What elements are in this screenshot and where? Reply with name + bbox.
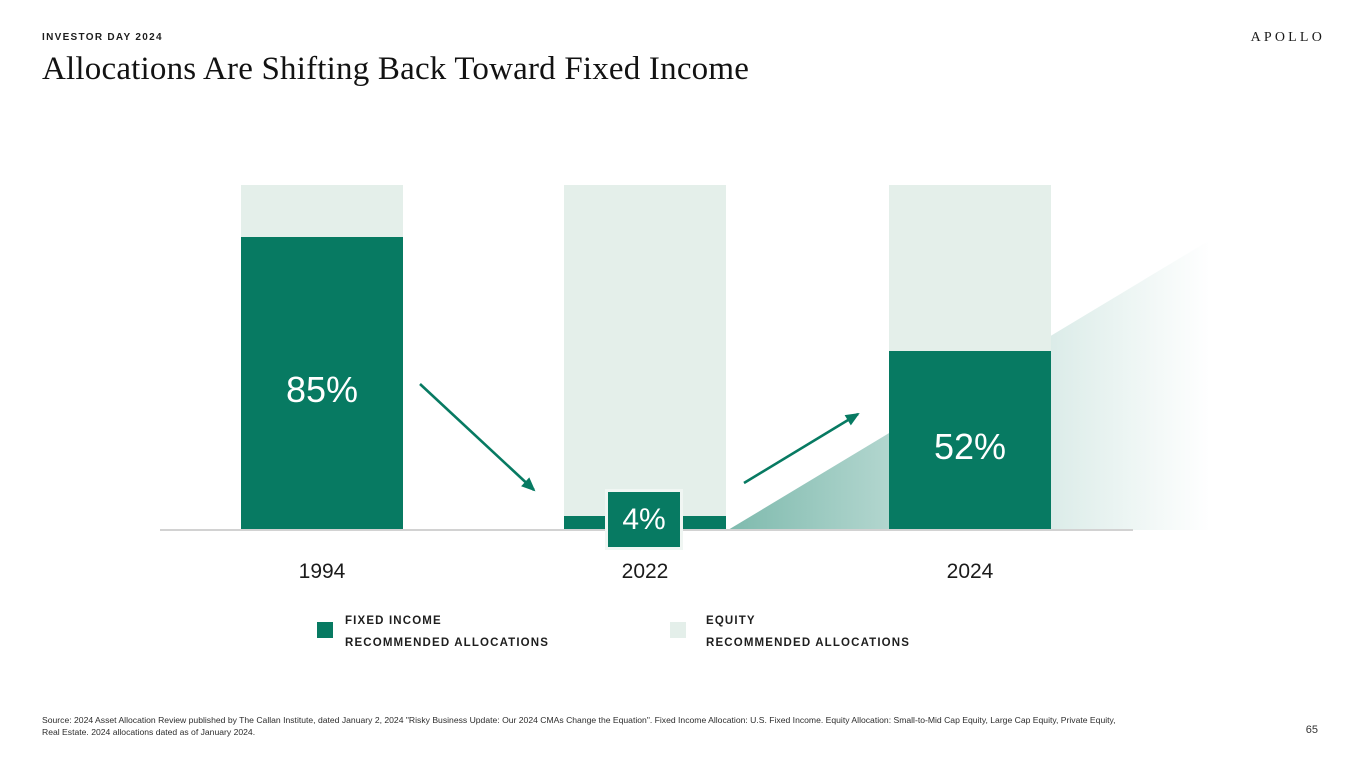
legend-fixed-line2: RECOMMENDED ALLOCATIONS bbox=[345, 637, 550, 649]
bar-1994-fixed-income-fill bbox=[241, 236, 403, 530]
source-footnote-line1: Source: 2024 Asset Allocation Review pub… bbox=[42, 715, 1116, 725]
up-arrow-icon bbox=[743, 412, 860, 485]
category-label-1994: 1994 bbox=[298, 560, 346, 583]
legend-item-equity: EQUITY RECOMMENDED ALLOCATIONS bbox=[670, 610, 910, 654]
data-label-2022-box: 4% bbox=[605, 489, 683, 550]
source-footnote: Source: 2024 Asset Allocation Review pub… bbox=[42, 715, 1116, 738]
apollo-logo: APOLLO bbox=[1250, 30, 1325, 45]
page-number: 65 bbox=[1305, 724, 1318, 736]
down-arrow-icon bbox=[419, 383, 536, 492]
source-footnote-line2: Real Estate. 2024 allocations dated as o… bbox=[42, 726, 256, 737]
data-label-2024: 52% bbox=[933, 426, 1007, 467]
bar-2024 bbox=[889, 185, 1051, 530]
legend-equity-line1: EQUITY bbox=[706, 615, 756, 627]
bar-1994 bbox=[241, 185, 403, 530]
equity-swatch-icon bbox=[670, 622, 686, 638]
legend-item-fixed-income: FIXED INCOME RECOMMENDED ALLOCATIONS bbox=[317, 610, 549, 654]
data-label-1994: 85% bbox=[285, 369, 359, 410]
eyebrow-label: INVESTOR DAY 2024 bbox=[42, 32, 163, 43]
category-label-2024: 2024 bbox=[946, 560, 994, 583]
legend-label-fixed-income: FIXED INCOME RECOMMENDED ALLOCATIONS bbox=[345, 610, 549, 654]
bar-2022 bbox=[564, 185, 726, 530]
legend-equity-line2: RECOMMENDED ALLOCATIONS bbox=[706, 637, 911, 649]
slide-title: Allocations Are Shifting Back Toward Fix… bbox=[42, 51, 750, 87]
fixed-income-swatch-icon bbox=[317, 622, 333, 638]
category-label-2022: 2022 bbox=[621, 560, 669, 583]
legend-label-equity: EQUITY RECOMMENDED ALLOCATIONS bbox=[706, 610, 910, 654]
legend-fixed-line1: FIXED INCOME bbox=[345, 615, 442, 627]
